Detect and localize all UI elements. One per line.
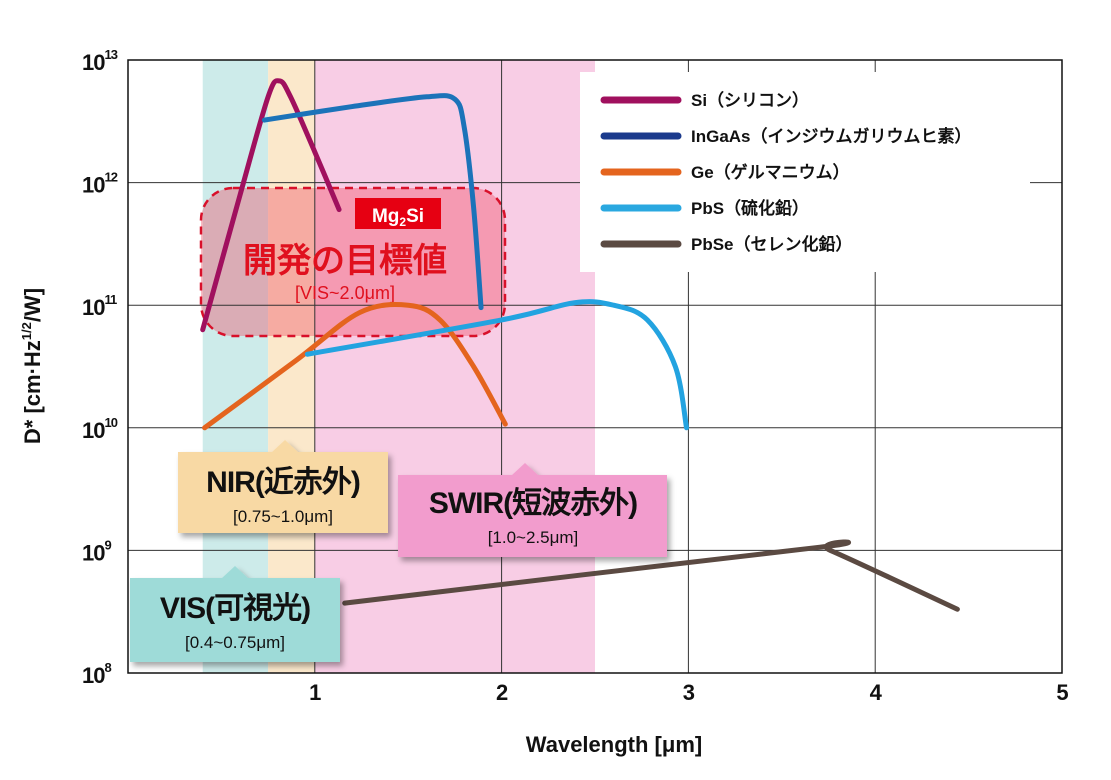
x-tick-label: 4 [870, 680, 883, 705]
series-line-2 [202, 302, 508, 431]
series-line-3 [304, 299, 690, 431]
y-tick-label: 1010 [82, 415, 118, 443]
band-swir [314, 60, 595, 673]
x-ticks: 1 2 3 4 5 [309, 680, 1069, 705]
y-tick-label: 109 [82, 537, 111, 565]
callout-nir-range: [0.75~1.0μm] [233, 507, 333, 526]
callout-vis-range: [0.4~0.75μm] [185, 633, 285, 652]
y-tick-label: 1012 [82, 170, 118, 198]
x-tick-label: 3 [683, 680, 695, 705]
series-line-1 [261, 93, 484, 311]
mg2si-tag-text: Mg2Si [372, 206, 424, 229]
legend-label: Si（シリコン） [691, 90, 809, 110]
series-line-0 [200, 78, 342, 333]
callout-nir [178, 440, 388, 533]
y-tick-label: 1013 [82, 47, 118, 75]
target-title: 開発の目標値 [243, 242, 447, 280]
x-tick-label: 5 [1056, 680, 1068, 705]
x-tick-label: 1 [309, 680, 321, 705]
legend-label: Ge（ゲルマニウム） [691, 162, 850, 182]
callout-swir-title: SWIR(短波赤外) [429, 487, 637, 520]
callout-vis [130, 566, 340, 662]
legend: Si（シリコン） InGaAs（インジウムガリウムヒ素） Ge（ゲルマニウム） PbS… [580, 72, 1030, 272]
legend-label: PbSe（セレン化鉛） [691, 234, 853, 254]
callout-swir-range: [1.0~2.5μm] [488, 528, 579, 547]
y-tick-label: 1011 [82, 292, 117, 320]
callout-swir-box [398, 463, 667, 557]
x-tick-label: 2 [496, 680, 508, 705]
y-ticks: 1013 1012 1011 1010 109 108 [82, 47, 119, 688]
mg2si-tag [355, 198, 441, 229]
plot-frame [127, 59, 1063, 674]
callout-nir-box [178, 440, 388, 533]
callout-swir [398, 463, 667, 557]
series-line-4 [342, 539, 960, 612]
y-axis-label: D* [cm·Hz1/2/W] [19, 288, 45, 444]
callout-nir-title: NIR(近赤外) [206, 466, 360, 499]
legend-label: InGaAs（インジウムガリウムヒ素） [691, 126, 972, 146]
target-labels: Mg2Si 開発の目標値 [VIS~2.0μm] [243, 198, 447, 303]
y-tick-label: 108 [82, 660, 111, 688]
callout-vis-title: VIS(可視光) [160, 592, 310, 625]
callout-vis-box [130, 566, 340, 662]
target-range: [VIS~2.0μm] [295, 283, 395, 303]
legend-label: PbS（硫化鉛） [691, 198, 809, 218]
x-axis-label: Wavelength [μm] [526, 732, 702, 757]
series-lines [200, 78, 960, 612]
